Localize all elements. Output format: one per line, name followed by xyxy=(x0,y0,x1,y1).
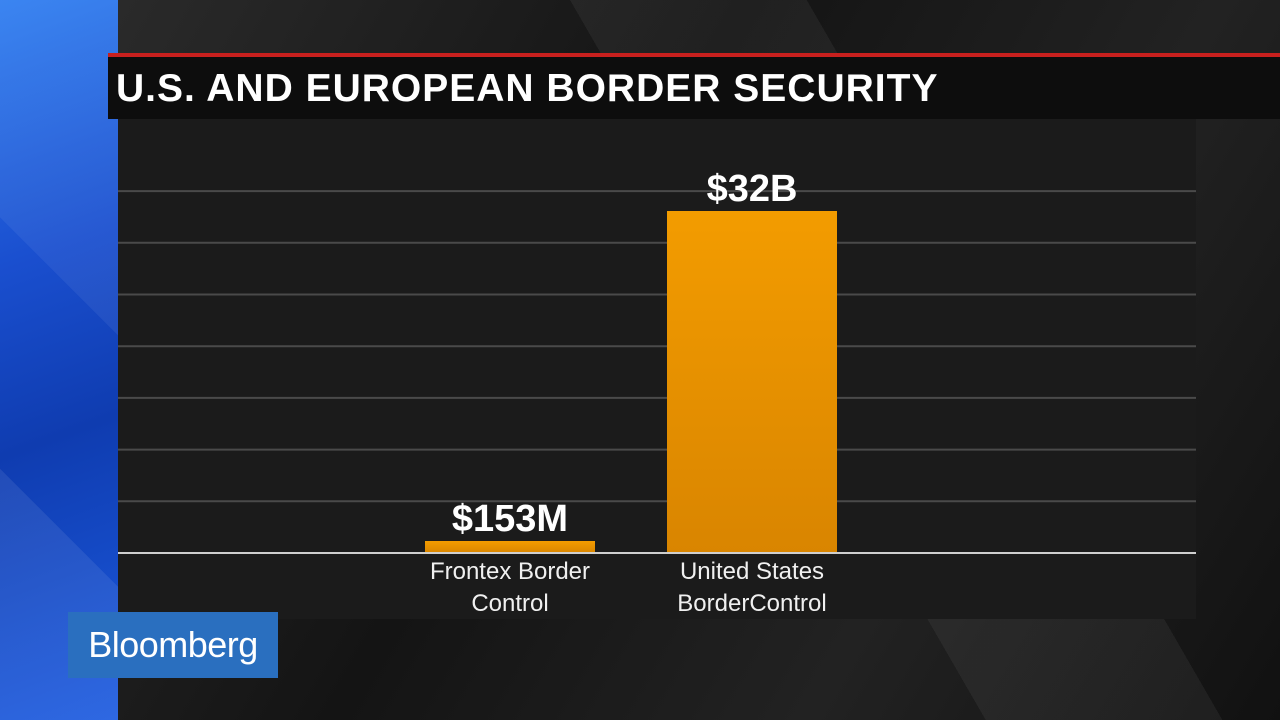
category-label-line: Frontex Border xyxy=(429,558,591,585)
chart-title: U.S. AND EUROPEAN BORDER SECURITY xyxy=(116,67,939,110)
bar-2 xyxy=(667,211,837,553)
logo-box xyxy=(68,612,278,678)
title-bar xyxy=(108,57,1280,119)
category-label-2: United States BorderControl xyxy=(632,556,872,620)
bar-chart: $153M $32B xyxy=(118,168,1196,554)
title-accent-line xyxy=(108,53,1280,57)
category-label-1: Frontex Border Control xyxy=(390,556,630,620)
plot-area xyxy=(118,119,1196,619)
bar-1 xyxy=(425,541,595,553)
category-label-line: United States xyxy=(679,558,825,585)
data-label-1: $153M xyxy=(452,498,568,540)
bloomberg-logo: Bloomberg xyxy=(88,624,258,665)
background-blue-panel xyxy=(0,0,118,720)
data-label-2: $32B xyxy=(707,168,798,210)
category-label-line: Control xyxy=(471,590,549,617)
category-label-line: BorderControl xyxy=(677,590,827,617)
